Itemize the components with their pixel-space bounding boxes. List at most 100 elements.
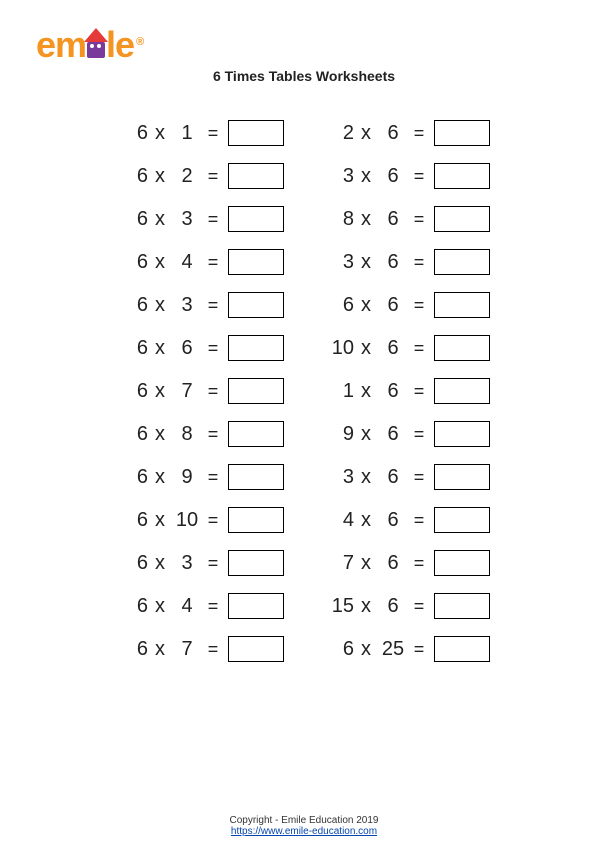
operand-a: 6 [118,423,148,446]
operand-b: 7 [172,638,202,661]
equals-sign: = [408,553,430,574]
operator: x [354,423,378,446]
operator: x [354,208,378,231]
operand-a: 8 [324,208,354,231]
footer-link[interactable]: https://www.emile-education.com [231,826,377,837]
equals-sign: = [202,252,224,273]
operand-a: 6 [118,337,148,360]
operand-b: 4 [172,251,202,274]
problem-row: 7x6= [324,550,490,576]
equals-sign: = [202,424,224,445]
answer-box[interactable] [228,550,284,576]
operator: x [148,509,172,532]
operator: x [148,337,172,360]
answer-box[interactable] [434,507,490,533]
answer-box[interactable] [434,464,490,490]
operand-a: 3 [324,165,354,188]
problem-row: 6x4= [118,593,284,619]
answer-box[interactable] [434,206,490,232]
answer-box[interactable] [434,249,490,275]
operator: x [354,122,378,145]
operator: x [148,423,172,446]
left-column: 6x1=6x2=6x3=6x4=6x3=6x6=6x7=6x8=6x9=6x10… [118,120,284,662]
problem-row: 6x3= [118,206,284,232]
answer-box[interactable] [434,636,490,662]
registered-mark: ® [136,36,143,48]
operator: x [354,251,378,274]
answer-box[interactable] [228,378,284,404]
operand-b: 6 [378,337,408,360]
equals-sign: = [202,209,224,230]
operator: x [354,294,378,317]
right-column: 2x6=3x6=8x6=3x6=6x6=10x6=1x6=9x6=3x6=4x6… [324,120,490,662]
answer-box[interactable] [228,249,284,275]
problem-row: 10x6= [324,335,490,361]
answer-box[interactable] [228,163,284,189]
problem-row: 1x6= [324,378,490,404]
logo-text: em le ® [36,24,143,66]
operand-a: 6 [118,208,148,231]
problem-row: 3x6= [324,163,490,189]
problem-row: 6x7= [118,378,284,404]
problems-container: 6x1=6x2=6x3=6x4=6x3=6x6=6x7=6x8=6x9=6x10… [30,120,578,662]
answer-box[interactable] [434,163,490,189]
operand-a: 9 [324,423,354,446]
equals-sign: = [408,510,430,531]
answer-box[interactable] [228,593,284,619]
answer-box[interactable] [434,120,490,146]
operator: x [148,208,172,231]
answer-box[interactable] [228,421,284,447]
problem-row: 3x6= [324,464,490,490]
operator: x [148,552,172,575]
answer-box[interactable] [228,120,284,146]
equals-sign: = [408,467,430,488]
operand-a: 6 [118,466,148,489]
problem-row: 6x9= [118,464,284,490]
operand-a: 6 [118,165,148,188]
operand-b: 25 [378,638,408,661]
problem-row: 2x6= [324,120,490,146]
operator: x [354,595,378,618]
problem-row: 6x3= [118,550,284,576]
operator: x [354,552,378,575]
operand-a: 7 [324,552,354,575]
problem-row: 6x6= [324,292,490,318]
answer-box[interactable] [434,421,490,447]
operand-b: 6 [378,552,408,575]
answer-box[interactable] [434,292,490,318]
problem-row: 6x2= [118,163,284,189]
answer-box[interactable] [228,206,284,232]
logo-house-icon [84,28,108,62]
answer-box[interactable] [228,507,284,533]
answer-box[interactable] [434,593,490,619]
equals-sign: = [202,467,224,488]
answer-box[interactable] [228,636,284,662]
operand-a: 6 [118,251,148,274]
operand-b: 4 [172,595,202,618]
problem-row: 9x6= [324,421,490,447]
answer-box[interactable] [434,335,490,361]
answer-box[interactable] [434,550,490,576]
answer-box[interactable] [228,292,284,318]
equals-sign: = [202,510,224,531]
equals-sign: = [408,252,430,273]
answer-box[interactable] [434,378,490,404]
operand-b: 7 [172,380,202,403]
equals-sign: = [408,166,430,187]
operand-a: 6 [118,509,148,532]
answer-box[interactable] [228,464,284,490]
operand-a: 6 [118,294,148,317]
operator: x [148,638,172,661]
equals-sign: = [202,553,224,574]
answer-box[interactable] [228,335,284,361]
problem-row: 3x6= [324,249,490,275]
operand-a: 4 [324,509,354,532]
equals-sign: = [202,295,224,316]
equals-sign: = [408,209,430,230]
logo: em le ® [36,24,143,66]
operator: x [354,337,378,360]
operand-b: 6 [378,595,408,618]
equals-sign: = [202,381,224,402]
operand-b: 8 [172,423,202,446]
operand-b: 3 [172,294,202,317]
